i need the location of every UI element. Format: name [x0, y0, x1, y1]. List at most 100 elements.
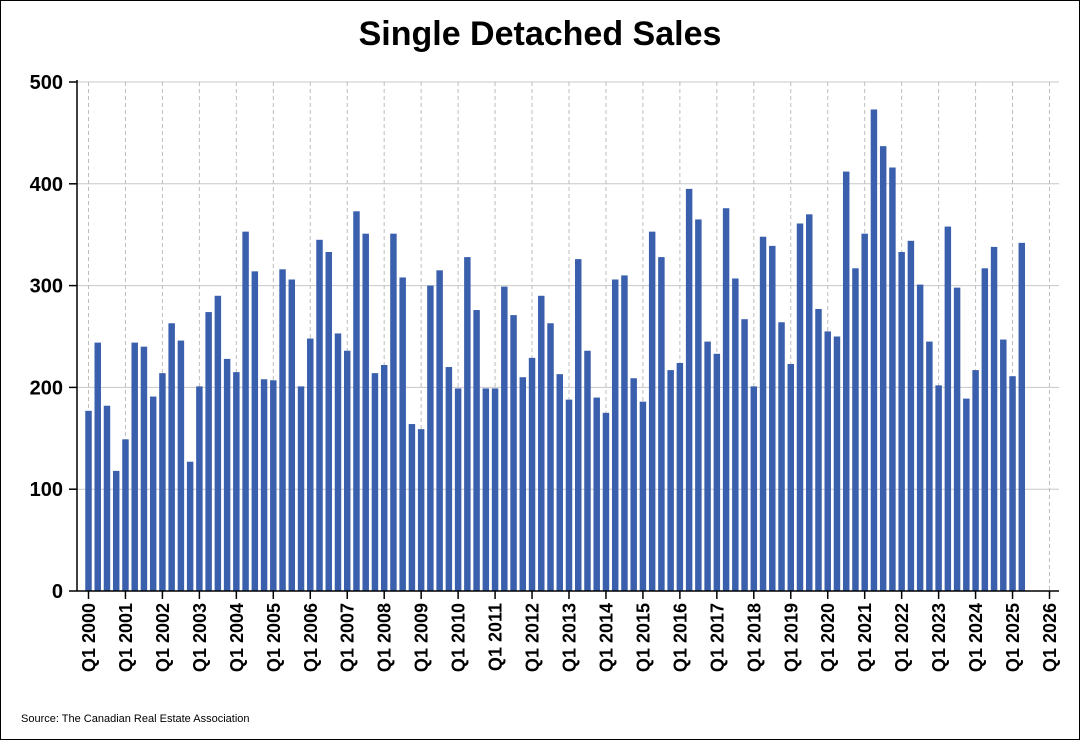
bar — [279, 269, 286, 591]
bar-series — [85, 109, 1026, 592]
x-tick-label: Q1 2003 — [190, 603, 210, 672]
bar — [140, 346, 148, 591]
bar — [833, 336, 841, 591]
bar — [658, 257, 665, 591]
bar — [889, 167, 896, 591]
bar — [168, 323, 175, 591]
bar — [464, 257, 471, 591]
bar — [556, 374, 563, 591]
bar — [205, 312, 212, 591]
bar — [251, 271, 259, 591]
x-tick-label: Q1 2006 — [301, 603, 321, 672]
x-tick-label: Q1 2004 — [227, 603, 247, 672]
bar — [501, 286, 508, 591]
bar — [704, 341, 711, 591]
bar — [316, 239, 323, 592]
bar — [981, 268, 989, 591]
bar — [131, 342, 138, 591]
bar — [815, 309, 822, 591]
bar — [602, 412, 610, 591]
x-tick-label: Q1 2009 — [412, 603, 432, 672]
bar — [408, 424, 416, 591]
bar — [519, 377, 527, 591]
x-tick-label: Q1 2000 — [79, 603, 99, 672]
bar — [547, 323, 554, 591]
bar — [695, 219, 702, 591]
chart-title: Single Detached Sales — [358, 15, 722, 53]
bar — [436, 270, 443, 591]
bar — [538, 295, 545, 591]
bar — [972, 370, 979, 591]
bar — [926, 341, 933, 591]
bar — [935, 385, 942, 591]
bar — [648, 231, 656, 591]
bar — [427, 285, 434, 591]
bar — [371, 373, 379, 591]
bar — [362, 233, 369, 591]
bar — [963, 398, 970, 591]
bar — [944, 226, 952, 591]
x-tick-label: Q1 2023 — [929, 603, 949, 672]
x-tick-label: Q1 2014 — [596, 603, 616, 672]
bar — [297, 386, 305, 591]
x-tick-label: Q1 2019 — [781, 603, 801, 672]
bar — [343, 350, 351, 591]
bar — [584, 350, 591, 591]
bar — [445, 367, 453, 591]
bar — [759, 236, 767, 591]
bar — [953, 287, 961, 591]
bar — [870, 109, 878, 592]
bar — [907, 240, 915, 592]
bar — [103, 405, 111, 591]
bar — [806, 214, 813, 591]
bar — [796, 223, 804, 591]
y-tick-label: 400 — [30, 174, 63, 196]
y-tick-label: 200 — [30, 377, 63, 399]
x-tick-label: Q1 2024 — [966, 603, 986, 672]
bar — [270, 380, 277, 591]
bar — [94, 342, 101, 591]
vertical-gridlines — [88, 82, 1050, 591]
x-tick-label: Q1 2015 — [633, 603, 653, 672]
bar — [325, 252, 332, 592]
bar — [778, 322, 785, 591]
bar — [399, 277, 406, 591]
bar — [1018, 242, 1026, 591]
bar — [861, 233, 868, 591]
bar — [454, 388, 462, 591]
bar — [750, 386, 758, 591]
x-tick-label: Q1 2011 — [486, 603, 506, 671]
bar — [769, 245, 776, 591]
x-tick-label: Q1 2007 — [338, 603, 358, 672]
bar — [639, 401, 647, 591]
bar — [307, 338, 314, 591]
bar — [621, 275, 628, 591]
bar — [214, 295, 222, 591]
bar — [491, 388, 499, 591]
x-tick-label: Q1 2026 — [1040, 603, 1060, 672]
x-tick-label: Q1 2020 — [818, 603, 838, 672]
x-tick-label: Q1 2021 — [855, 603, 875, 672]
bar — [334, 333, 342, 591]
bar — [787, 363, 795, 591]
x-tick-label: Q1 2013 — [560, 603, 580, 672]
bar — [722, 208, 730, 591]
x-tick-label: Q1 2016 — [670, 603, 690, 672]
y-tick-label: 0 — [52, 581, 63, 603]
bar — [528, 357, 536, 591]
bar — [260, 379, 268, 591]
x-tick-label: Q1 2022 — [892, 603, 912, 672]
x-tick-labels: Q1 2000 Q1 2001 Q1 2002 Q1 2003 Q1 2004 Q1 20… — [79, 603, 1060, 672]
bar — [112, 470, 120, 591]
bar — [380, 365, 388, 591]
bar — [417, 429, 425, 591]
bar — [611, 279, 619, 591]
y-tick-labels: 0 100 200 300 400 500 — [30, 72, 63, 603]
bar — [824, 331, 831, 591]
bar — [565, 399, 573, 591]
bar — [713, 353, 721, 591]
bar — [1009, 376, 1016, 591]
bar — [879, 146, 887, 591]
